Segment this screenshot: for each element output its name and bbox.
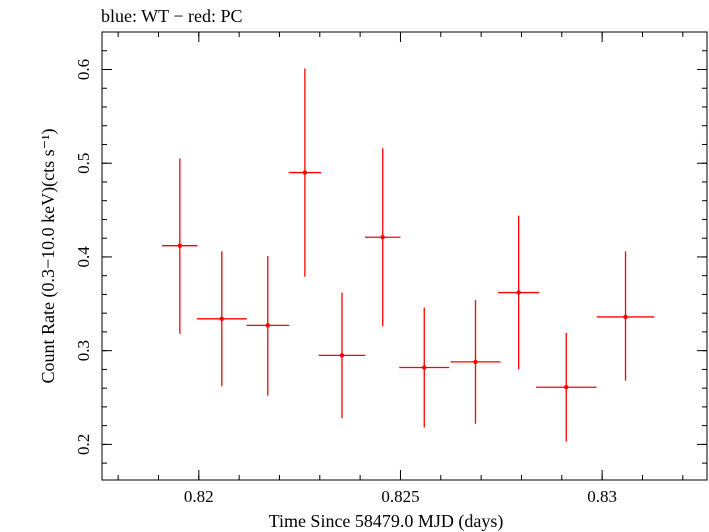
- x-axis-label: Time Since 58479.0 MJD (days): [269, 511, 504, 532]
- data-marker: [177, 243, 183, 248]
- data-point: [162, 158, 198, 334]
- data-point: [450, 300, 501, 424]
- y-tick-label: 0.4: [74, 246, 93, 268]
- y-tick-label: 0.3: [74, 340, 93, 361]
- data-point: [288, 68, 322, 277]
- data-marker: [219, 316, 224, 321]
- data-marker: [516, 290, 521, 295]
- data-marker: [339, 353, 345, 358]
- data-marker: [473, 359, 478, 365]
- chart-title: blue: WT − red: PC: [101, 6, 242, 26]
- x-tick-label: 0.825: [381, 487, 419, 506]
- data-marker: [302, 170, 308, 175]
- data-point: [364, 148, 401, 327]
- data-marker: [265, 323, 270, 328]
- x-axis: 0.82 0.825 0.83: [117, 32, 684, 506]
- data-point: [318, 292, 366, 419]
- data-marker: [422, 365, 427, 370]
- plot-frame: [101, 31, 708, 481]
- y-tick-label: 0.6: [74, 59, 93, 80]
- y-tick-label: 0.5: [74, 153, 93, 174]
- data-marker: [623, 314, 628, 320]
- x-tick-label: 0.83: [587, 487, 617, 506]
- y-tick-label: 0.2: [74, 434, 93, 455]
- y-axis: 0.2 0.3 0.4 0.5 0.6: [74, 31, 707, 464]
- data-point: [498, 215, 540, 370]
- data-point: [399, 307, 450, 428]
- data-series: [162, 68, 655, 442]
- x-tick-label: 0.82: [184, 487, 214, 506]
- data-point: [596, 251, 655, 381]
- data-point: [196, 251, 247, 387]
- data-marker: [380, 235, 385, 240]
- data-point: [246, 256, 290, 396]
- data-marker: [564, 385, 569, 390]
- data-point: [535, 332, 597, 442]
- y-axis-label: Count Rate (0.3−10.0 keV)(cts s⁻¹): [38, 128, 59, 383]
